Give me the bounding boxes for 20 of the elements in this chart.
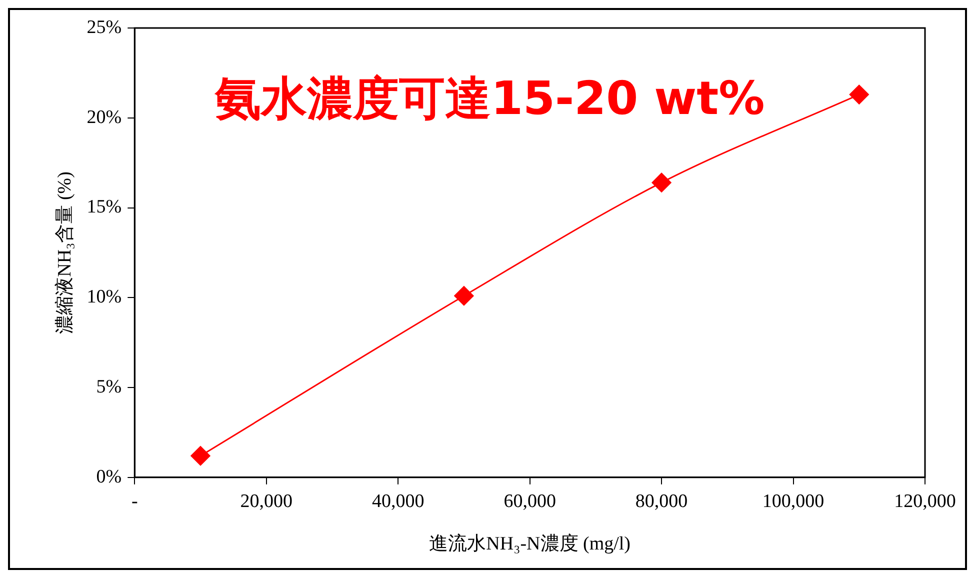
x-axis-title: 進流水NH₃-N濃度 (mg/l): [429, 532, 630, 555]
y-axis-title: 濃縮液NH₃含量 (%): [53, 172, 76, 334]
x-tick-label: 20,000: [240, 490, 292, 512]
x-tick-label: 100,000: [762, 490, 824, 512]
x-tick-label: 120,000: [894, 490, 956, 512]
y-tick-label: 0%: [96, 466, 122, 488]
annotation: 氨水濃度可達15-20 wt%: [215, 70, 765, 127]
point: [849, 84, 869, 104]
point: [454, 286, 474, 306]
x-tick-label: 60,000: [504, 490, 556, 512]
point: [190, 446, 210, 466]
x-tick-label: -: [131, 490, 138, 512]
y-tick-label: 5%: [96, 376, 122, 398]
x-tick-label: 40,000: [372, 490, 424, 512]
point: [652, 172, 672, 192]
x-tick-label: 80,000: [635, 490, 688, 512]
y-tick-label: 10%: [86, 286, 122, 308]
y-tick-label: 20%: [86, 106, 122, 128]
y-tick-label: 25%: [86, 16, 122, 38]
y-tick-label: 15%: [86, 196, 122, 218]
